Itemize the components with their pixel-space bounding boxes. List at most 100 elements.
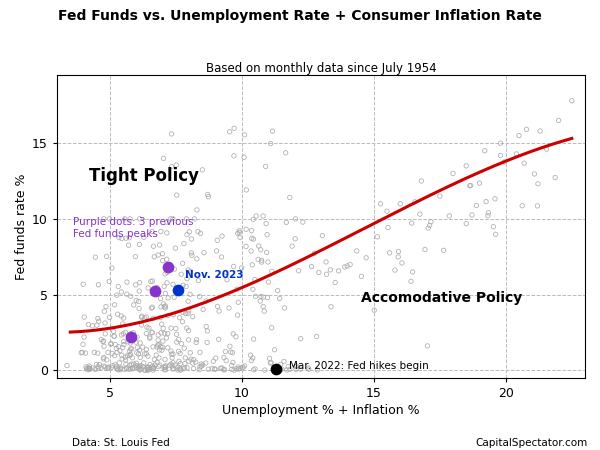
- Point: [203, 193, 213, 200]
- Point: [181, 283, 191, 290]
- Point: [82, 365, 91, 373]
- Point: [134, 288, 144, 295]
- Point: [149, 365, 158, 372]
- Point: [266, 360, 275, 367]
- Point: [146, 305, 156, 312]
- Point: [265, 355, 274, 362]
- Point: [132, 362, 142, 369]
- Point: [126, 292, 136, 300]
- Point: [397, 259, 407, 266]
- Point: [125, 351, 135, 358]
- Point: [174, 348, 184, 355]
- Point: [296, 365, 305, 373]
- Point: [155, 314, 165, 321]
- Point: [267, 268, 277, 275]
- Point: [346, 261, 355, 268]
- Point: [116, 312, 126, 319]
- Point: [158, 250, 167, 257]
- Point: [163, 312, 173, 319]
- Point: [119, 315, 128, 322]
- Point: [382, 207, 392, 215]
- Point: [232, 285, 242, 292]
- Point: [93, 363, 103, 370]
- Point: [179, 364, 189, 371]
- Point: [162, 256, 172, 263]
- Point: [107, 350, 117, 357]
- Point: [99, 356, 109, 363]
- Point: [135, 363, 145, 370]
- Point: [192, 206, 202, 213]
- Point: [246, 248, 256, 255]
- Point: [256, 297, 265, 305]
- Point: [151, 361, 160, 369]
- Point: [136, 339, 145, 346]
- Point: [121, 354, 130, 361]
- Point: [118, 344, 127, 351]
- Point: [127, 360, 136, 368]
- Point: [237, 264, 247, 271]
- Point: [142, 330, 151, 337]
- Point: [266, 140, 275, 147]
- Point: [166, 324, 176, 332]
- Point: [162, 269, 172, 276]
- Point: [179, 240, 188, 247]
- Point: [496, 140, 505, 147]
- Point: [273, 287, 283, 294]
- Point: [201, 297, 211, 305]
- Point: [128, 365, 137, 372]
- Point: [109, 333, 119, 340]
- Point: [202, 339, 212, 346]
- Point: [89, 349, 99, 356]
- Point: [211, 355, 221, 362]
- Point: [185, 228, 194, 235]
- Point: [175, 365, 185, 372]
- Point: [156, 228, 166, 235]
- Point: [107, 364, 116, 371]
- Point: [241, 243, 251, 250]
- Point: [172, 338, 181, 346]
- Point: [144, 366, 154, 373]
- Point: [238, 364, 247, 371]
- Point: [340, 263, 350, 270]
- Point: [422, 342, 432, 350]
- Point: [248, 286, 258, 293]
- Point: [461, 220, 471, 227]
- Point: [212, 248, 221, 255]
- Point: [268, 128, 277, 135]
- Point: [112, 292, 122, 299]
- Point: [109, 328, 118, 335]
- Point: [276, 361, 286, 368]
- Point: [124, 242, 133, 249]
- Point: [275, 295, 284, 302]
- Point: [160, 303, 169, 310]
- Point: [124, 338, 133, 346]
- Point: [92, 361, 101, 368]
- Point: [81, 363, 91, 370]
- Point: [239, 153, 249, 161]
- Point: [98, 338, 108, 345]
- Point: [172, 162, 181, 169]
- Point: [420, 246, 430, 253]
- Point: [217, 233, 227, 240]
- Point: [178, 260, 187, 267]
- Point: [426, 218, 436, 225]
- Point: [170, 244, 180, 252]
- Point: [261, 163, 271, 170]
- Point: [151, 351, 161, 359]
- Point: [294, 267, 304, 274]
- Point: [291, 363, 301, 370]
- Point: [142, 367, 152, 374]
- Point: [149, 253, 159, 261]
- Y-axis label: Fed funds rate %: Fed funds rate %: [15, 173, 28, 279]
- Point: [136, 362, 146, 369]
- Point: [439, 247, 449, 254]
- Point: [110, 301, 119, 308]
- Point: [199, 306, 208, 313]
- Point: [158, 155, 168, 162]
- Point: [287, 243, 297, 250]
- Point: [161, 302, 170, 310]
- Point: [83, 366, 92, 373]
- Point: [217, 253, 226, 261]
- Point: [119, 338, 128, 345]
- Point: [175, 314, 184, 321]
